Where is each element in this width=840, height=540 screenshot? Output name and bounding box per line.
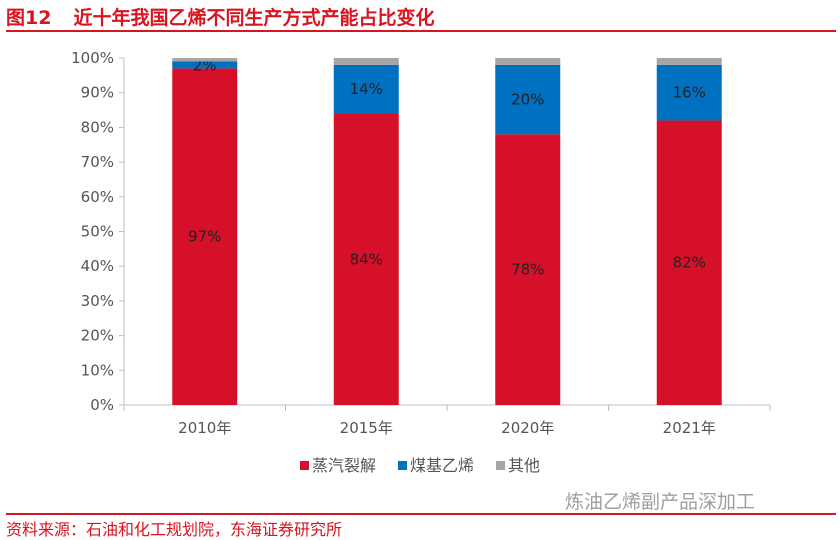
legend-swatch (496, 461, 505, 470)
x-tick-label: 2020年 (501, 419, 554, 437)
bar-segment-煤基乙烯 (333, 64, 399, 114)
bar-segment-其他 (172, 58, 238, 62)
watermark: 炼油乙烯副产品深加工 (565, 491, 756, 513)
bar-segment-其他 (333, 58, 399, 65)
bar-segment-其他 (495, 58, 561, 65)
bar-segment-蒸汽裂解 (495, 134, 561, 405)
bar-segment-蒸汽裂解 (333, 113, 399, 406)
y-tick-label: 50% (81, 223, 114, 241)
x-tick-label: 2021年 (663, 419, 716, 437)
y-tick-label: 100% (71, 49, 114, 67)
y-tick-label: 40% (81, 257, 114, 275)
legend-swatch (300, 461, 309, 470)
source-divider (6, 513, 836, 515)
y-tick-label: 80% (81, 118, 114, 136)
bar-segment-煤基乙烯 (495, 64, 561, 135)
data-label: 16% (673, 84, 706, 102)
x-tick-label: 2010年 (178, 419, 231, 437)
figure-title: 图12 近十年我国乙烯不同生产方式产能占比变化 (6, 3, 434, 30)
y-tick-label: 70% (81, 153, 114, 171)
data-label: 97% (188, 228, 221, 246)
y-tick-label: 90% (81, 84, 114, 102)
y-tick-label: 0% (90, 396, 114, 414)
bar-segment-其他 (656, 58, 722, 65)
bar-segment-煤基乙烯 (172, 61, 238, 69)
legend-label: 其他 (508, 456, 540, 475)
source-note: 资料来源：石油和化工规划院，东海证券研究所 (6, 520, 343, 539)
data-label: 20% (511, 91, 544, 109)
bar-segment-蒸汽裂解 (172, 68, 238, 405)
data-label: 78% (511, 261, 544, 279)
y-tick-label: 30% (81, 292, 114, 310)
title-divider (6, 30, 836, 32)
data-label: 82% (673, 254, 706, 272)
bar-segment-煤基乙烯 (656, 64, 722, 121)
y-tick-label: 10% (81, 361, 114, 379)
figure-title-text: 近十年我国乙烯不同生产方式产能占比变化 (73, 7, 435, 29)
legend-label: 煤基乙烯 (410, 456, 474, 475)
y-tick-label: 20% (81, 327, 114, 345)
x-tick-label: 2015年 (340, 419, 393, 437)
y-tick-label: 60% (81, 188, 114, 206)
legend-label: 蒸汽裂解 (312, 456, 376, 475)
data-label: 14% (350, 80, 383, 98)
figure-number: 图12 (6, 7, 52, 29)
bar-segment-蒸汽裂解 (656, 120, 722, 406)
legend-swatch (398, 461, 407, 470)
data-label: 84% (350, 250, 383, 268)
